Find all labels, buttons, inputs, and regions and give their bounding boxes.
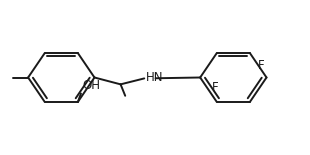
Text: F: F	[212, 81, 219, 94]
Text: F: F	[258, 59, 264, 72]
Text: HN: HN	[146, 71, 163, 84]
Text: OH: OH	[82, 79, 100, 92]
